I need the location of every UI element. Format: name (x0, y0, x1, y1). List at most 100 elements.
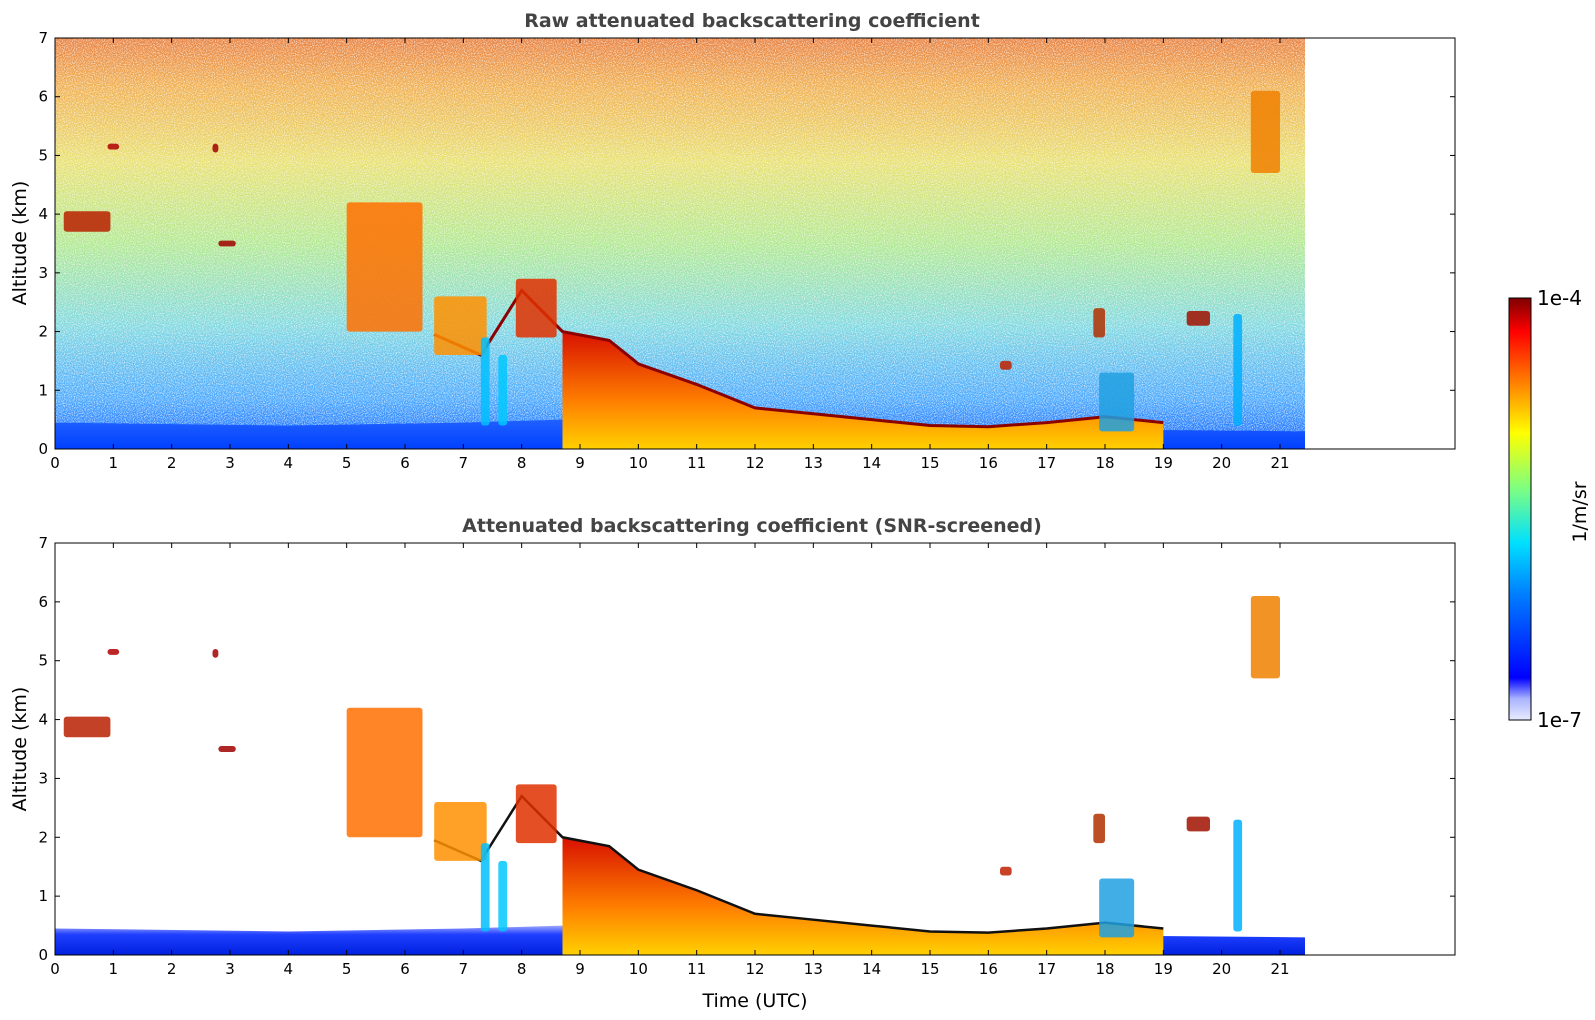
panel2-x-label: Time (UTC) (701, 990, 807, 1012)
x-tick-label: 16 (979, 454, 998, 472)
snr-screened-panel: Attenuated backscattering coefficient (S… (9, 515, 1456, 1012)
cloud-patch (434, 296, 487, 356)
x-tick-label: 11 (687, 960, 706, 978)
x-tick-label: 17 (1037, 454, 1056, 472)
cloud-patch (480, 337, 490, 426)
panel2-y-label: Altitude (km) (9, 687, 31, 812)
panel2-x-axis: 0 1 2 3 4 5 6 7 8 9 10 11 12 13 14 15 16 17 18 19 20 21 (50, 543, 1290, 978)
y-tick-label: 5 (38, 146, 48, 164)
x-tick-label: 9 (575, 454, 585, 472)
y-tick-label: 7 (38, 29, 48, 47)
panel2-low-cloud (562, 837, 1164, 955)
y-tick-label: 6 (38, 593, 48, 611)
cloud-patch (63, 211, 111, 232)
colorbar-label: 1/m/sr (1569, 481, 1591, 542)
cloud-patch (1093, 813, 1105, 844)
cloud-patch (218, 746, 236, 752)
x-tick-label: 21 (1270, 960, 1289, 978)
x-tick-label: 18 (1095, 454, 1114, 472)
x-tick-label: 7 (459, 960, 469, 978)
colorbar-max-label: 1e-4 (1537, 286, 1582, 310)
x-tick-label: 21 (1270, 454, 1289, 472)
x-tick-label: 15 (920, 960, 939, 978)
colorbar: 1e-4 1e-7 1/m/sr (1508, 286, 1591, 732)
x-tick-label: 3 (225, 454, 235, 472)
y-tick-label: 6 (38, 88, 48, 106)
x-tick-label: 6 (400, 454, 410, 472)
y-tick-label: 1 (38, 887, 48, 905)
y-tick-label: 1 (38, 381, 48, 399)
y-tick-label: 3 (38, 769, 48, 787)
cloud-patch (515, 784, 557, 844)
cloud-patch (107, 143, 120, 150)
panel1-title: Raw attenuated backscattering coefficien… (524, 10, 980, 32)
raw-backscatter-panel: Raw attenuated backscattering coefficien… (9, 10, 1456, 472)
cloud-patch (346, 707, 423, 838)
x-tick-label: 18 (1095, 960, 1114, 978)
cloud-patch (1186, 311, 1210, 326)
x-tick-label: 13 (804, 454, 823, 472)
panel1-low-cloud (562, 331, 1164, 449)
panel1-heatmap (55, 38, 1305, 449)
cloud-patch (515, 278, 557, 338)
x-tick-label: 5 (342, 454, 352, 472)
panel1-cloud-patches (63, 90, 1280, 432)
cloud-patch (212, 143, 219, 153)
y-tick-label: 2 (38, 323, 48, 341)
x-tick-label: 12 (745, 454, 764, 472)
x-tick-label: 7 (459, 454, 469, 472)
cloud-patch (346, 202, 423, 332)
cloud-patch (63, 716, 111, 738)
x-tick-label: 16 (979, 960, 998, 978)
x-tick-label: 3 (225, 960, 235, 978)
cloud-patch (1233, 313, 1243, 426)
cloud-patch (1099, 878, 1135, 938)
cloud-patch (212, 648, 219, 658)
x-tick-label: 19 (1154, 454, 1173, 472)
x-tick-label: 9 (575, 960, 585, 978)
panel2-frame (54, 542, 1456, 956)
cloud-patch (498, 860, 508, 932)
cloud-patch (1233, 819, 1243, 932)
x-tick-label: 4 (284, 454, 294, 472)
cloud-patch (1250, 595, 1280, 679)
x-tick-label: 1 (109, 960, 119, 978)
y-tick-label: 0 (38, 946, 48, 964)
y-tick-label: 2 (38, 828, 48, 846)
colorbar-min-label: 1e-7 (1537, 708, 1582, 732)
x-tick-label: 17 (1037, 960, 1056, 978)
y-tick-label: 7 (38, 534, 48, 552)
x-tick-label: 13 (804, 960, 823, 978)
x-tick-label: 14 (862, 454, 881, 472)
y-tick-label: 3 (38, 264, 48, 282)
x-tick-label: 10 (629, 960, 648, 978)
cloud-patch (1250, 90, 1280, 174)
x-tick-label: 14 (862, 960, 881, 978)
x-tick-label: 0 (50, 454, 60, 472)
colorbar-gradient (1508, 297, 1532, 721)
x-tick-label: 8 (517, 454, 527, 472)
x-tick-label: 8 (517, 960, 527, 978)
x-tick-label: 20 (1212, 454, 1231, 472)
x-tick-label: 15 (920, 454, 939, 472)
cloud-patch (1000, 866, 1012, 876)
x-tick-label: 11 (687, 454, 706, 472)
y-tick-label: 4 (38, 711, 48, 729)
x-tick-label: 6 (400, 960, 410, 978)
x-tick-label: 19 (1154, 960, 1173, 978)
x-tick-label: 10 (629, 454, 648, 472)
x-tick-label: 12 (745, 960, 764, 978)
cloud-patch (1000, 360, 1012, 370)
cloud-patch (218, 240, 236, 247)
panel1-x-axis: 0 1 2 3 4 5 6 7 8 9 10 11 12 13 14 15 16 17 18 19 20 21 (50, 38, 1290, 472)
x-tick-label: 0 (50, 960, 60, 978)
panel1-y-axis: 0 1 2 3 4 5 6 7 (38, 29, 1455, 458)
x-tick-label: 1 (109, 454, 119, 472)
y-tick-label: 5 (38, 652, 48, 670)
cloud-patch (498, 355, 508, 426)
y-tick-label: 0 (38, 440, 48, 458)
y-tick-label: 4 (38, 205, 48, 223)
x-tick-label: 2 (167, 960, 177, 978)
panel2-y-axis: 0 1 2 3 4 5 6 7 (38, 534, 1455, 964)
cloud-patch (480, 843, 490, 932)
